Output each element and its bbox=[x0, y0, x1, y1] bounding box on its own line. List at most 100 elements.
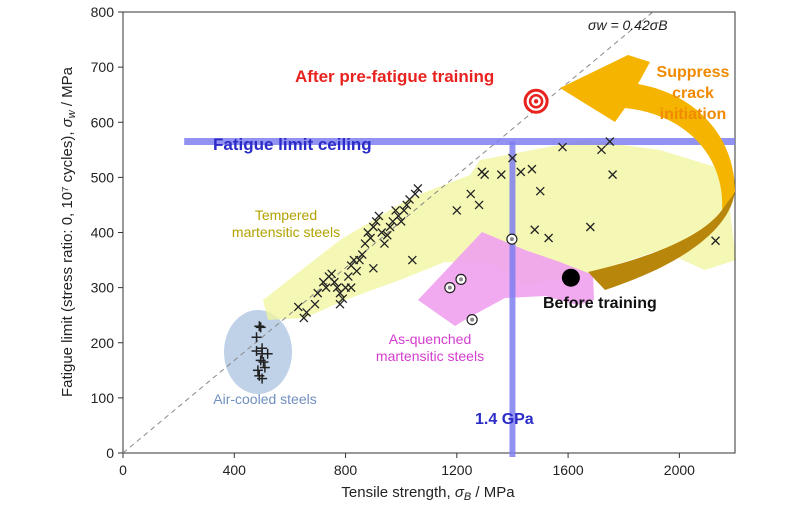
y-tick-label: 500 bbox=[91, 169, 115, 185]
tempered-point bbox=[293, 302, 303, 312]
tempered-point bbox=[380, 239, 389, 248]
reference-line bbox=[122, 11, 654, 454]
after-training-label: After pre-fatigue training bbox=[295, 67, 494, 86]
before-training-marker bbox=[561, 268, 580, 287]
suppress-label: Suppress crack initiation bbox=[657, 64, 730, 123]
ceiling-label: Fatigue limit ceiling bbox=[213, 135, 372, 154]
tempered-point bbox=[338, 294, 348, 304]
quenched-point bbox=[455, 273, 467, 285]
suppress-arrow-dark bbox=[588, 190, 735, 290]
tempered-point bbox=[368, 222, 378, 232]
air-cooled-point bbox=[252, 365, 263, 376]
tempered-point bbox=[321, 283, 331, 293]
tempered-label: Tempered martensitic steels bbox=[232, 207, 340, 240]
tempered-point bbox=[310, 299, 320, 309]
y-tick-label: 300 bbox=[91, 280, 115, 296]
tempered-point bbox=[366, 233, 376, 243]
suppress-arrow bbox=[560, 55, 735, 290]
tempered-point bbox=[544, 233, 554, 243]
air-cooled-point bbox=[251, 332, 262, 343]
y-axis-label: Fatigue limit (stress ratio: 0, 10⁷ cycl… bbox=[59, 66, 78, 397]
quenched-point bbox=[506, 233, 518, 245]
tempered-point bbox=[558, 142, 567, 152]
suppress-arrow-gold bbox=[560, 55, 735, 210]
tempered-region bbox=[263, 140, 736, 320]
tempered-point bbox=[585, 222, 595, 232]
air-cooled-point bbox=[254, 321, 265, 332]
tempered-point bbox=[329, 277, 339, 287]
air-cooled-point bbox=[258, 357, 269, 368]
tempered-point bbox=[535, 186, 545, 196]
air-cooled-point bbox=[257, 373, 268, 384]
y-tick-label: 0 bbox=[106, 445, 114, 461]
tempered-point bbox=[608, 170, 618, 180]
y-tick-label: 400 bbox=[91, 225, 115, 241]
before-training-label: Before training bbox=[543, 295, 657, 312]
y-tick-label: 800 bbox=[91, 4, 115, 20]
quenched-point bbox=[444, 282, 456, 294]
tempered-point bbox=[371, 217, 381, 226]
tempered-point bbox=[302, 307, 312, 317]
tempered-point bbox=[352, 266, 362, 276]
tempered-point bbox=[597, 145, 606, 155]
y-tick-label: 100 bbox=[91, 390, 115, 406]
reference-line-label: σw = 0.42σB bbox=[588, 17, 668, 33]
tempered-point bbox=[507, 153, 517, 163]
tempered-point bbox=[374, 211, 384, 221]
tempered-point bbox=[496, 170, 506, 180]
x-tick-label: 1200 bbox=[441, 462, 472, 478]
tempered-point bbox=[299, 313, 309, 323]
tempered-point bbox=[313, 288, 323, 298]
regions bbox=[224, 140, 736, 394]
tempered-point bbox=[516, 167, 526, 177]
tempered-point bbox=[466, 189, 476, 199]
air-cooled-point bbox=[255, 322, 266, 333]
quenched-label: As-quenched martensitic steels bbox=[376, 331, 484, 364]
x-tick-label: 2000 bbox=[664, 462, 695, 478]
tempered-point bbox=[343, 272, 353, 282]
y-tick-label: 600 bbox=[91, 114, 115, 130]
after-training-marker bbox=[523, 88, 549, 114]
tempered-point bbox=[377, 228, 387, 237]
tempered-point bbox=[327, 269, 337, 279]
tempered-point bbox=[530, 225, 540, 235]
tempered-point bbox=[391, 205, 401, 215]
tempered-point bbox=[407, 255, 417, 265]
tempered-point bbox=[335, 299, 345, 309]
x-tick-label: 800 bbox=[334, 462, 358, 478]
x-tick-label: 0 bbox=[119, 462, 127, 478]
quenched-point bbox=[466, 313, 478, 326]
tempered-point bbox=[605, 137, 615, 147]
tempered-point bbox=[527, 164, 537, 174]
tempered-point bbox=[368, 263, 378, 273]
air-cooled-point bbox=[259, 362, 270, 373]
tempered-point bbox=[385, 222, 395, 232]
tempered-point bbox=[410, 189, 420, 199]
air-cooled-point bbox=[262, 348, 273, 359]
tempered-point bbox=[474, 200, 484, 210]
tempered-point bbox=[480, 170, 490, 180]
ticks: 0 400 800 1200 1600 2000 0 100 200 300 400 500 600 70… bbox=[91, 4, 696, 478]
air-cooled-point bbox=[251, 346, 262, 357]
tempered-point bbox=[382, 230, 392, 240]
y-tick-label: 700 bbox=[91, 59, 115, 75]
x-tick-label: 1600 bbox=[553, 462, 584, 478]
tempered-point bbox=[346, 283, 356, 293]
tempered-point bbox=[402, 200, 412, 210]
points bbox=[251, 137, 720, 384]
air-cooled-label: Air-cooled steels bbox=[213, 391, 317, 407]
air-cooled-region bbox=[224, 310, 292, 394]
tempered-point bbox=[399, 205, 409, 215]
x-tick-label: 400 bbox=[223, 462, 247, 478]
tempered-point bbox=[452, 205, 462, 215]
tempered-point bbox=[711, 236, 720, 246]
tempered-point bbox=[332, 283, 342, 293]
vline-label: 1.4 GPa bbox=[475, 411, 534, 428]
tempered-point bbox=[413, 183, 423, 193]
y-tick-label: 200 bbox=[91, 335, 115, 351]
tempered-point bbox=[396, 217, 406, 226]
quenched-region bbox=[418, 232, 594, 326]
tempered-point bbox=[354, 255, 364, 265]
